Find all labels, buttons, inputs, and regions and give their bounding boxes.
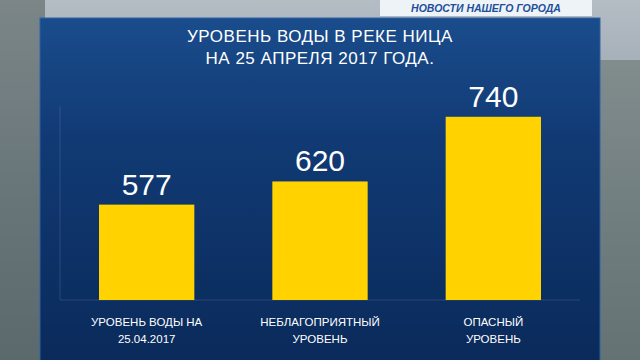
category-label-line: НЕБЛАГОПРИЯТНЫЙ	[260, 316, 380, 328]
bar	[99, 205, 194, 300]
bar	[272, 181, 367, 300]
category-label-line: 25.04.2017	[118, 333, 176, 345]
background-trees	[0, 0, 45, 360]
panel	[40, 18, 600, 360]
category-label-line: УРОВЕНЬ	[466, 333, 521, 345]
background-trees	[600, 60, 640, 360]
title-line: НА 25 АПРЕЛЯ 2017 ГОДА.	[206, 49, 435, 68]
header-text: НОВОСТИ НАШЕГО ГОРОДА	[411, 2, 561, 14]
bars	[99, 117, 541, 300]
category-label-line: УРОВЕНЬ ВОДЫ НА	[91, 316, 203, 328]
category-label: НЕБЛАГОПРИЯТНЫЙ УРОВЕНЬ	[260, 316, 380, 345]
data-label: 740	[468, 80, 518, 113]
header-box	[380, 0, 592, 16]
category-label: ОПАСНЫЙ УРОВЕНЬ	[463, 316, 523, 345]
data-label: 620	[295, 144, 345, 177]
chart-svg: НОВОСТИ НАШЕГО ГОРОДА УРОВЕНЬ ВОДЫ В РЕКЕ…	[0, 0, 640, 360]
data-label: 577	[122, 168, 172, 201]
category-label-line: ОПАСНЫЙ	[463, 316, 523, 328]
title: УРОВЕНЬ ВОДЫ В РЕКЕ НИЦА НА 25 АПРЕЛЯ 201…	[187, 27, 453, 68]
category-label: УРОВЕНЬ ВОДЫ НА 25.04.2017	[91, 316, 203, 345]
bar	[446, 117, 541, 300]
title-line: УРОВЕНЬ ВОДЫ В РЕКЕ НИЦА	[187, 27, 453, 46]
chart-root: НОВОСТИ НАШЕГО ГОРОДА УРОВЕНЬ ВОДЫ В РЕКЕ…	[0, 0, 640, 360]
category-label-line: УРОВЕНЬ	[293, 333, 348, 345]
y-axis-line	[60, 106, 61, 300]
